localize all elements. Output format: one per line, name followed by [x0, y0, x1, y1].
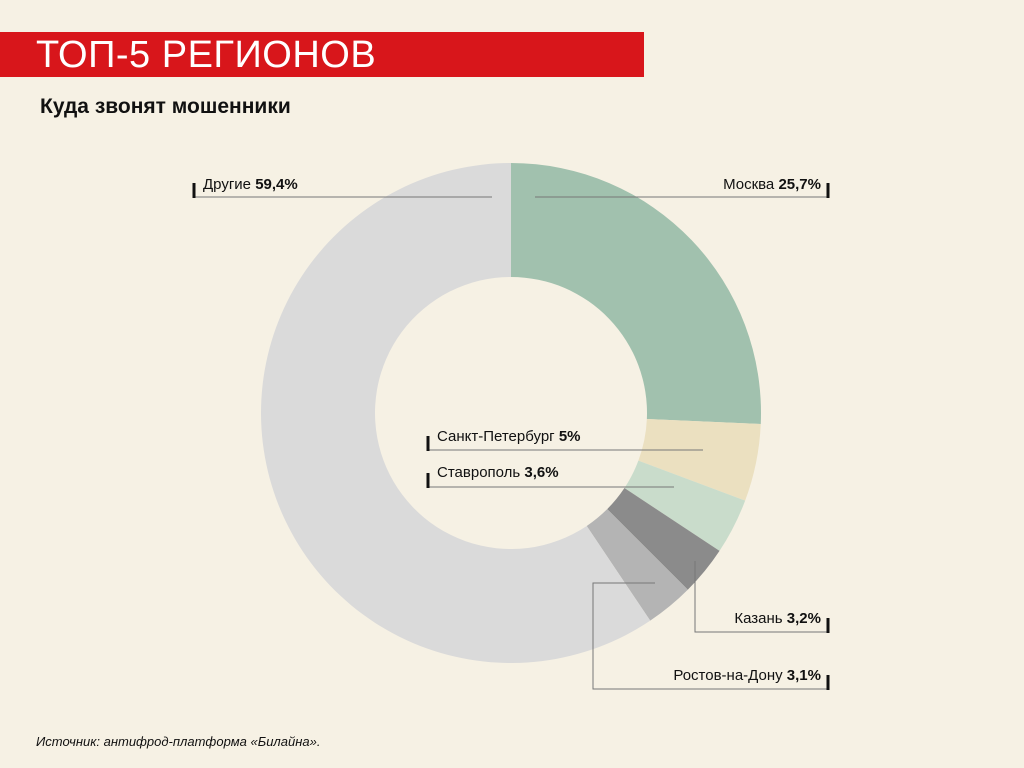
slice-label-name: Казань [734, 610, 786, 627]
slice-label-name: Санкт-Петербург [437, 428, 559, 445]
slice-label-value: 3,6% [524, 464, 558, 481]
slice-4 [586, 509, 688, 621]
slice-2 [624, 460, 746, 551]
leader-line [592, 582, 828, 690]
title-banner: ТОП-5 РЕГИОНОВ [0, 32, 644, 77]
donut-slices [261, 163, 762, 663]
slice-label: Ставрополь 3,6% [437, 464, 559, 481]
leader-lines [192, 183, 830, 690]
chart-subtitle: Куда звонят мошенники [40, 95, 291, 118]
slice-0 [511, 163, 762, 424]
slice-5 [261, 163, 651, 663]
slice-label-name: Ростов-на-Дону [673, 667, 786, 684]
slice-label: Казань 3,2% [734, 610, 821, 627]
slice-label-value: 3,2% [787, 610, 821, 627]
slice-1 [638, 418, 761, 501]
source-note: Источник: антифрод-платформа «Билайна». [36, 734, 321, 749]
slice-label-name: Другие [203, 176, 255, 193]
slice-label-value: 5% [559, 428, 581, 445]
leader-line [694, 561, 828, 633]
slice-label: Москва 25,7% [723, 176, 821, 193]
slice-label-name: Москва [723, 176, 778, 193]
slice-label: Ростов-на-Дону 3,1% [673, 667, 821, 684]
slice-label-value: 25,7% [778, 176, 821, 193]
page-title: ТОП-5 РЕГИОНОВ [36, 34, 377, 76]
slice-label: Санкт-Петербург 5% [437, 428, 581, 445]
slice-label-value: 3,1% [787, 667, 821, 684]
slice-label-value: 59,4% [255, 176, 298, 193]
slice-labels: Москва 25,7% Санкт-Петербург 5% Ставрополь… [203, 176, 821, 684]
slice-3 [607, 488, 720, 590]
slice-label: Другие 59,4% [203, 176, 298, 193]
slice-label-name: Ставрополь [437, 464, 524, 481]
